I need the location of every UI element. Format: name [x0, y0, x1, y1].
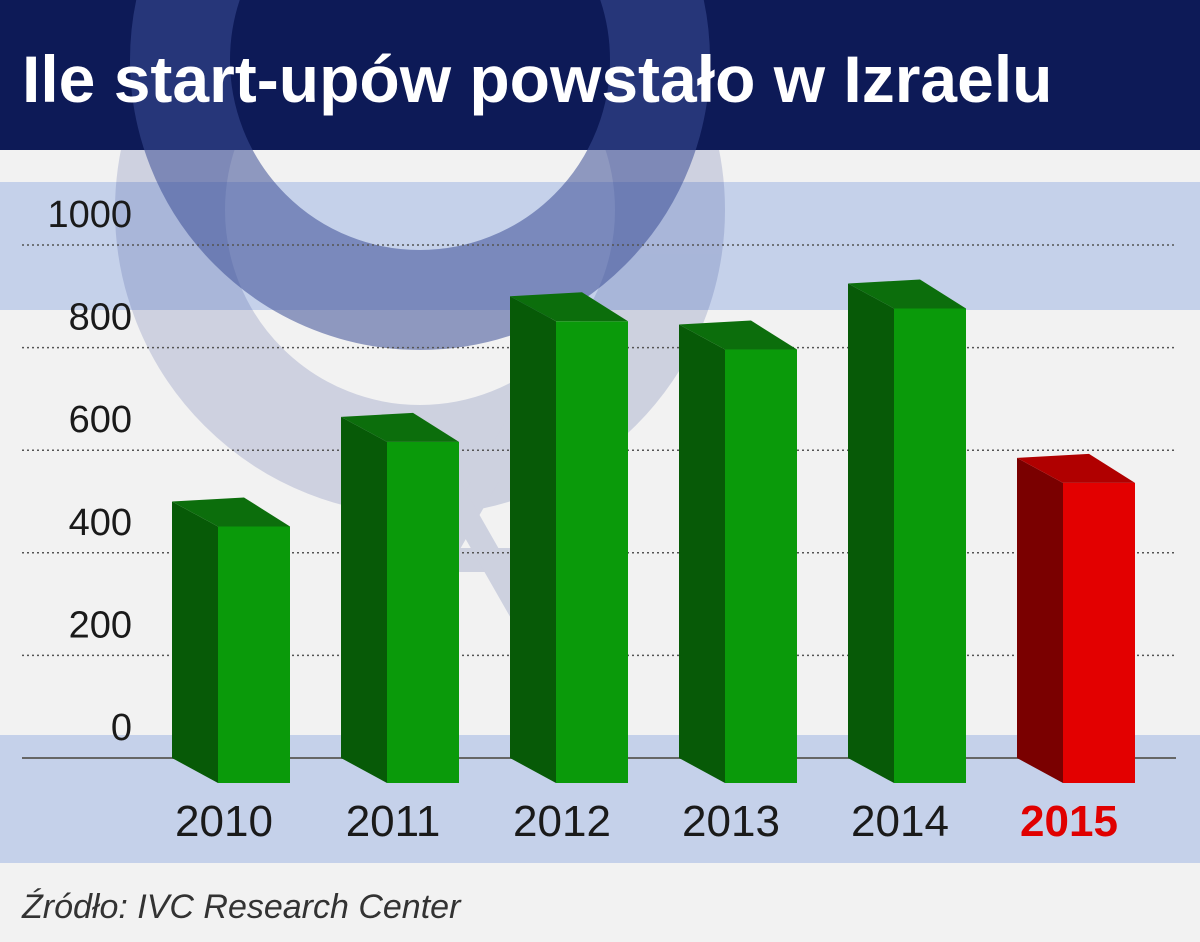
bar-front	[894, 308, 966, 783]
y-tick-label: 400	[69, 502, 132, 544]
y-tick-label: 600	[69, 399, 132, 441]
x-tick-label: 2011	[346, 797, 441, 846]
y-tick-label: 0	[111, 707, 132, 749]
bar-front	[725, 349, 797, 783]
header-watermark	[130, 0, 710, 350]
bar-front	[1063, 482, 1135, 783]
bar-top	[510, 292, 628, 322]
bar-front	[556, 321, 628, 783]
bar-2012	[510, 292, 628, 783]
bar-top	[341, 412, 459, 442]
bars	[172, 279, 1135, 783]
bar-side	[510, 296, 556, 783]
y-tick-label: 1000	[47, 194, 132, 236]
bar-top	[679, 320, 797, 350]
bar-side	[848, 283, 894, 783]
bar-2011	[341, 412, 459, 783]
bar-top	[848, 279, 966, 309]
y-axis-ticks: 0 200 400 600 800 1000	[47, 194, 132, 749]
bar-front	[218, 526, 290, 783]
bar-side	[679, 324, 725, 783]
y-tick-label: 200	[69, 604, 132, 646]
x-axis-ticks: 2010 2011 2012 2013 2014 2015	[175, 797, 1118, 846]
bar-top	[172, 497, 290, 527]
bar-side	[341, 416, 387, 783]
bar-2014	[848, 279, 966, 783]
x-tick-label: 2010	[175, 797, 273, 846]
bar-2013	[679, 320, 797, 783]
chart-title: Ile start-upów powstało w Izraelu	[22, 42, 1052, 116]
y-tick-label: 800	[69, 297, 132, 339]
x-tick-label: 2015	[1020, 797, 1118, 846]
bar-2015	[1017, 453, 1135, 783]
bar-front	[387, 441, 459, 783]
bar-2010	[172, 497, 290, 783]
x-tick-label: 2012	[513, 797, 611, 846]
source-note: Źródło: IVC Research Center	[21, 888, 462, 926]
header: Ile start-upów powstało w Izraelu	[0, 0, 1200, 350]
bar-side	[1017, 457, 1063, 783]
x-tick-label: 2014	[851, 797, 949, 846]
bar-top	[1017, 453, 1135, 483]
bar-side	[172, 501, 218, 783]
x-tick-label: 2013	[682, 797, 780, 846]
